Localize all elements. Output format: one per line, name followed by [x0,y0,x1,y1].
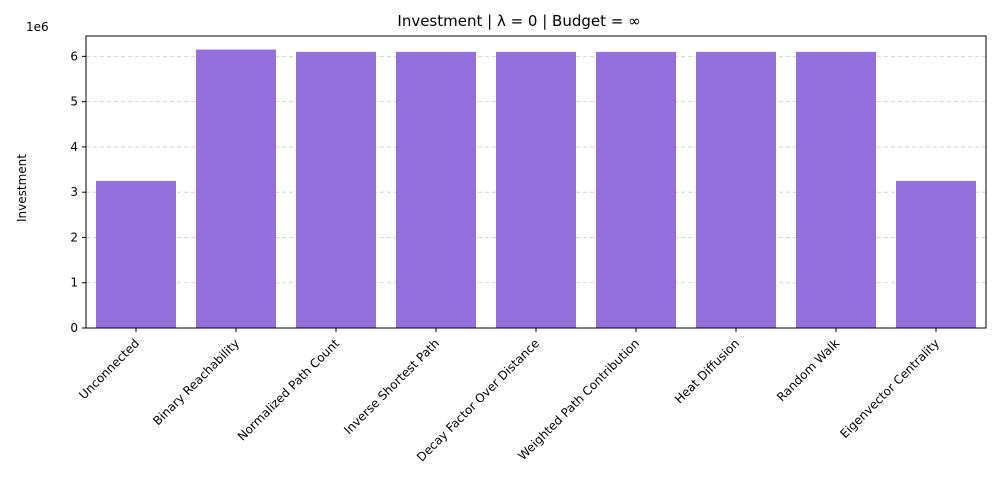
y-axis-scale-label: 1e6 [26,20,49,34]
y-tick-label: 6 [70,49,78,63]
plot-frame [85,35,987,329]
y-axis-label: Investment [15,154,29,222]
bar [696,51,776,328]
y-tick-label: 4 [70,140,78,154]
bar [596,51,676,328]
axes [82,35,987,332]
chart-title: Investment | λ = 0 | Budget = ∞ [397,12,640,30]
y-tick-label: 5 [70,95,78,109]
y-tick-label: 1 [70,276,78,290]
x-tick-label: Binary Reachability [150,336,242,428]
x-tick-label: Normalized Path Count [235,336,342,443]
bar [896,180,976,328]
bar [96,180,176,328]
bar [496,51,576,328]
x-tick-label: Inverse Shortest Path [341,336,442,437]
y-tick-label: 3 [70,185,78,199]
x-tick-label: Eigenvector Centrality [837,336,942,441]
y-tick-label: 2 [70,230,78,244]
bar [796,51,876,328]
bar [396,51,476,328]
x-tick-label: Weighted Path Contribution [515,336,642,463]
bar [196,49,276,329]
x-tick-label: Heat Diffusion [672,336,742,406]
y-tick-label: 0 [70,321,78,335]
x-tick-label: Random Walk [774,336,842,404]
bar [296,51,376,328]
bars [96,49,976,329]
x-tick-label: Unconnected [76,336,142,402]
